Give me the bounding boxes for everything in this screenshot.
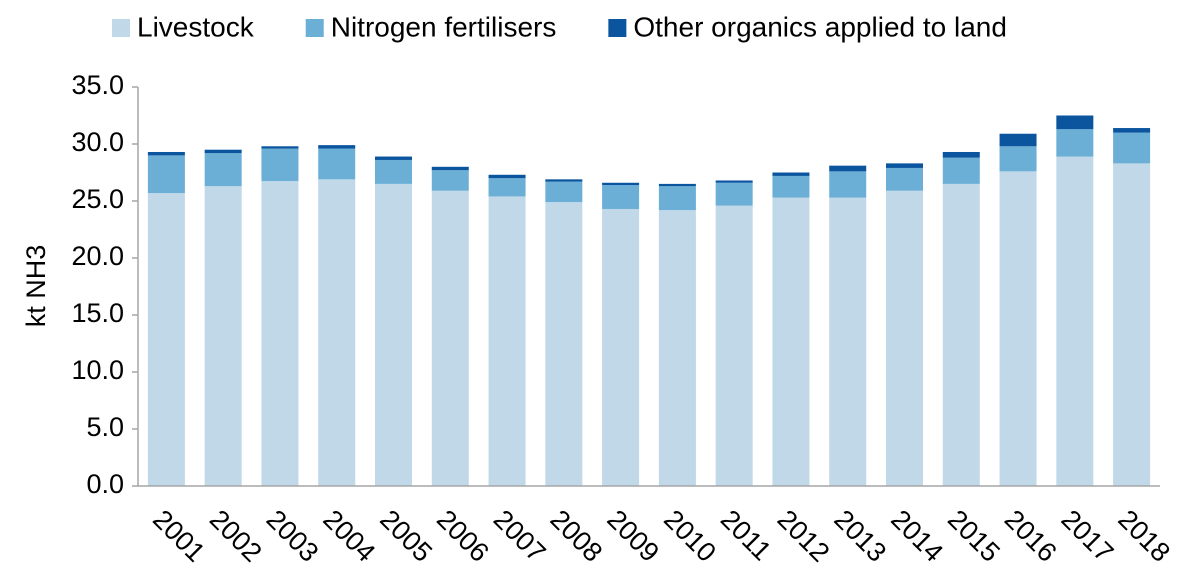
bar-segment <box>1113 163 1151 486</box>
bar-segment <box>375 156 412 160</box>
bar-segment <box>488 178 526 197</box>
bar-segment <box>999 146 1037 172</box>
bar-segment <box>318 145 356 149</box>
x-tick-label: 2005 <box>374 504 438 568</box>
bar-segment <box>431 190 469 487</box>
bar-segment <box>488 196 526 486</box>
y-tick-label: 30.0 <box>71 127 124 157</box>
bar-segment <box>1056 129 1094 157</box>
bar-segment <box>545 181 583 203</box>
x-tick-label: 2002 <box>204 504 268 568</box>
x-tick-label: 2014 <box>885 504 949 568</box>
x-tick-label: 2009 <box>601 504 665 568</box>
bar-segment <box>261 146 299 149</box>
bar-segment <box>658 210 696 486</box>
y-tick-label: 25.0 <box>71 184 124 214</box>
x-tick-label: 2013 <box>828 504 892 568</box>
bar-segment <box>886 163 923 168</box>
bar-segment <box>261 181 299 487</box>
bar-segment <box>204 149 242 154</box>
bar-segment <box>886 167 923 191</box>
bar-segment <box>1056 115 1094 130</box>
x-tick-label: 2015 <box>942 504 1006 568</box>
bar-segment <box>318 179 356 486</box>
x-tick-label: 2018 <box>1112 504 1176 568</box>
x-tick-label: 2008 <box>545 504 609 568</box>
legend-label: Nitrogen fertilisers <box>331 11 557 42</box>
bar-segment <box>886 190 923 487</box>
x-tick-label: 2001 <box>147 504 211 568</box>
x-tick-label: 2010 <box>658 504 722 568</box>
bar-segment <box>715 182 753 206</box>
bar-segment <box>829 171 867 198</box>
y-tick-label: 10.0 <box>71 355 124 385</box>
x-tick-label: 2011 <box>715 504 777 566</box>
bar-segment <box>204 186 242 486</box>
bar-segment <box>261 148 299 182</box>
bar-segment <box>999 133 1037 147</box>
y-tick-label: 5.0 <box>86 412 124 442</box>
bar-segment <box>772 197 810 486</box>
y-tick-label: 35.0 <box>71 70 124 100</box>
x-tick-label: 2004 <box>317 504 381 568</box>
bar-segment <box>488 174 526 179</box>
bar-segment <box>715 180 753 183</box>
legend-swatch <box>608 19 627 37</box>
x-tick-label: 2006 <box>431 504 495 568</box>
bar-segment <box>942 157 980 184</box>
bar-segment <box>375 159 412 184</box>
y-tick-label: 0.0 <box>86 469 124 499</box>
legend-label: Livestock <box>137 11 255 42</box>
y-tick-label: 20.0 <box>71 241 124 271</box>
bar-segment <box>658 183 696 187</box>
x-tick-label: 2012 <box>772 504 836 568</box>
bar-segment <box>715 205 753 486</box>
bar-segment <box>829 197 867 486</box>
bar-segment <box>602 182 640 186</box>
bar-segment <box>431 170 469 191</box>
x-tick-label: 2017 <box>1056 504 1120 568</box>
x-tick-label: 2016 <box>999 504 1063 568</box>
y-axis-label: kt NH3 <box>21 245 51 328</box>
bar-segment <box>545 202 583 486</box>
bar-segment <box>942 183 980 486</box>
bar-segment <box>602 185 640 209</box>
bar-segment <box>772 172 810 176</box>
bar-segment <box>602 208 640 487</box>
bar-segment <box>147 193 185 486</box>
x-tick-label: 2007 <box>488 504 552 568</box>
bar-segment <box>658 186 696 211</box>
bar-segment <box>1113 128 1151 133</box>
bar-segment <box>318 148 356 180</box>
bar-segment <box>204 153 242 187</box>
bar-segment <box>772 175 810 198</box>
x-tick-label: 2003 <box>261 504 325 568</box>
y-tick-label: 15.0 <box>71 298 124 328</box>
bar-segment <box>147 155 185 194</box>
bar-segment <box>375 183 412 486</box>
legend-swatch <box>112 19 130 37</box>
bar-segment <box>545 179 583 182</box>
legend-swatch <box>305 19 324 37</box>
legend-label: Other organics applied to land <box>633 11 1007 42</box>
bar-segment <box>1113 132 1151 164</box>
bar-segment <box>829 165 867 172</box>
bar-segment <box>431 166 469 171</box>
bar-segment <box>999 171 1037 487</box>
bar-segment <box>942 151 980 158</box>
bar-segment <box>1056 156 1094 487</box>
bar-segment <box>147 151 185 156</box>
